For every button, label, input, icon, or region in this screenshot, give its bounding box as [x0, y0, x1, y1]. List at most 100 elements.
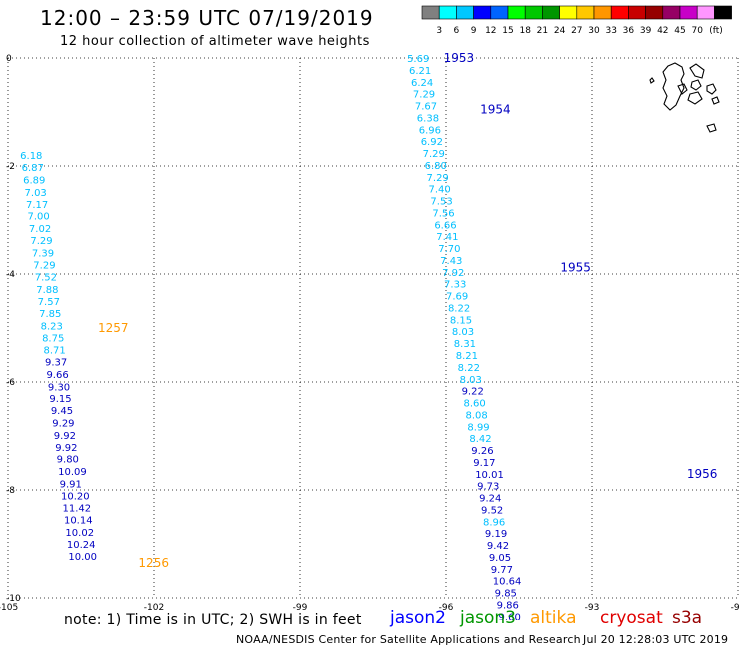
credit-text: NOAA/NESDIS Center for Satellite Applica…	[236, 633, 581, 646]
colorbar-tick-label: 45	[674, 26, 685, 36]
wave-height-value: 9.26	[471, 446, 493, 457]
colorbar-tick-label: 24	[554, 26, 566, 36]
altimeter-track-east: 5.696.216.247.297.676.386.966.927.296.80…	[407, 54, 522, 620]
wave-height-value: 7.29	[33, 260, 55, 271]
wave-height-value: 7.40	[428, 185, 450, 196]
colorbar-tick-label: 3	[436, 26, 442, 36]
wave-height-value: 10.20	[61, 491, 90, 502]
wave-height-value: 7.88	[36, 285, 58, 296]
wave-height-value: 7.33	[444, 280, 466, 291]
wave-height-value: 7.41	[436, 232, 458, 243]
latitude-tick-label: 0	[6, 54, 12, 64]
wave-height-value: 6.66	[434, 220, 456, 231]
wave-height-value: 6.96	[419, 125, 441, 136]
wave-height-value: 6.92	[421, 137, 443, 148]
latitude-tick-label: -8	[6, 486, 15, 496]
satellite-label-altika: altika	[530, 608, 577, 628]
wave-height-value: 7.00	[27, 212, 49, 223]
satellite-label-s3a: s3a	[672, 608, 703, 628]
longitude-tick-label: -90	[731, 603, 740, 613]
graticule	[7, 57, 739, 599]
wave-height-value: 10.64	[493, 577, 522, 588]
wave-height-value: 9.66	[46, 370, 68, 381]
longitude-tick-label: -96	[439, 603, 454, 613]
wave-height-value: 9.85	[495, 589, 517, 600]
wave-height-value: 7.17	[26, 200, 48, 211]
wave-height-value: 7.57	[38, 297, 60, 308]
wave-height-value: 7.02	[29, 224, 51, 235]
wave-height-value: 7.29	[427, 173, 449, 184]
wave-height-value: 7.29	[413, 90, 435, 101]
wave-height-map: -105 -102 -99 -96 -93 -90 0 -2 -4 -6 -8 -10 6.186.87…	[0, 51, 740, 620]
colorbar-legend: 3 6 9 12 15 18 21 24 27 30 33 36 39 42 45 70 (ft)	[421, 5, 732, 36]
wave-height-value: 9.05	[489, 553, 511, 564]
wave-height-value: 9.86	[497, 600, 519, 611]
wave-height-value: 8.03	[452, 327, 474, 338]
longitude-tick-label: -102	[144, 603, 164, 613]
wave-height-value: 7.85	[39, 309, 61, 320]
wave-height-value: 9.37	[45, 357, 67, 368]
wave-height-value: 8.08	[465, 410, 487, 421]
satellite-label-cryosat: cryosat	[600, 608, 663, 628]
wave-height-value: 10.01	[475, 470, 504, 481]
wave-height-value: 7.29	[30, 236, 52, 247]
wave-height-value: 11.42	[63, 503, 92, 514]
colorbar-tick-label: 21	[537, 26, 548, 36]
wave-height-value: 8.21	[456, 351, 478, 362]
issued-timestamp: Jul 20 12:28:03 UTC 2019	[583, 633, 729, 646]
wave-height-value: 7.43	[440, 256, 462, 267]
colorbar-tick-label: 42	[657, 26, 668, 36]
latitude-tick-label: -10	[6, 594, 21, 604]
wave-height-value: 7.29	[423, 149, 445, 160]
colorbar-swatch	[714, 5, 732, 20]
wave-height-value: 5.69	[407, 54, 429, 65]
wave-height-value: 8.22	[458, 363, 480, 374]
wave-height-value: 6.87	[22, 163, 44, 174]
wave-height-value: 7.67	[415, 102, 437, 113]
latitude-tick-label: -2	[6, 162, 15, 172]
wave-height-value: 9.45	[51, 406, 73, 417]
wave-height-value: 9.22	[462, 387, 484, 398]
wave-height-value: 9.17	[473, 458, 495, 469]
wave-height-value: 8.15	[450, 315, 472, 326]
wave-height-value: 9.29	[52, 419, 74, 430]
wave-height-value: 8.60	[464, 399, 486, 410]
wave-height-value: 7.03	[25, 188, 47, 199]
wave-height-value: 7.53	[430, 197, 452, 208]
wave-height-value: 9.30	[48, 382, 70, 393]
longitude-tick-label: -99	[293, 603, 308, 613]
latitude-tick-label: -4	[6, 270, 15, 280]
galapagos-coastline	[649, 62, 720, 133]
wave-height-value: 8.31	[454, 339, 476, 350]
colorbar-tick-label: 30	[588, 26, 600, 36]
satellite-label-jason3: jason3	[460, 608, 516, 628]
wave-height-value: 6.24	[411, 78, 433, 89]
pass-time-label: 1257	[98, 321, 129, 335]
wave-height-value: 7.52	[35, 273, 57, 284]
wave-height-value: 8.96	[483, 517, 505, 528]
latitude-tick-label: -6	[6, 378, 15, 388]
pass-time-label: 1256	[138, 556, 169, 570]
wave-height-value: 9.15	[49, 394, 71, 405]
wave-height-value: 8.22	[448, 303, 470, 314]
wave-height-value: 9.92	[54, 431, 76, 442]
wave-height-value: 7.56	[432, 208, 454, 219]
wave-height-value: 10.24	[67, 540, 96, 551]
wave-height-value: 8.23	[41, 321, 63, 332]
wave-height-value: 6.18	[20, 151, 42, 162]
wave-height-value: 7.39	[32, 248, 54, 259]
colorbar-tick-label: 18	[519, 26, 531, 36]
wave-height-value: 9.60	[499, 612, 521, 620]
wave-height-value: 10.00	[68, 552, 97, 563]
wave-height-value: 8.71	[44, 346, 66, 357]
wave-height-value: 7.70	[438, 244, 460, 255]
wave-height-value: 7.92	[442, 268, 464, 279]
wave-height-value: 9.77	[491, 565, 513, 576]
pass-time-label: 1955	[560, 261, 591, 275]
wave-height-value: 6.21	[409, 66, 431, 77]
wave-height-value: 9.91	[60, 480, 82, 491]
wave-height-value: 6.89	[23, 176, 45, 187]
wave-height-value: 9.80	[57, 455, 79, 466]
map-title: 12:00 – 23:59 UTC 07/19/2019	[40, 6, 374, 30]
